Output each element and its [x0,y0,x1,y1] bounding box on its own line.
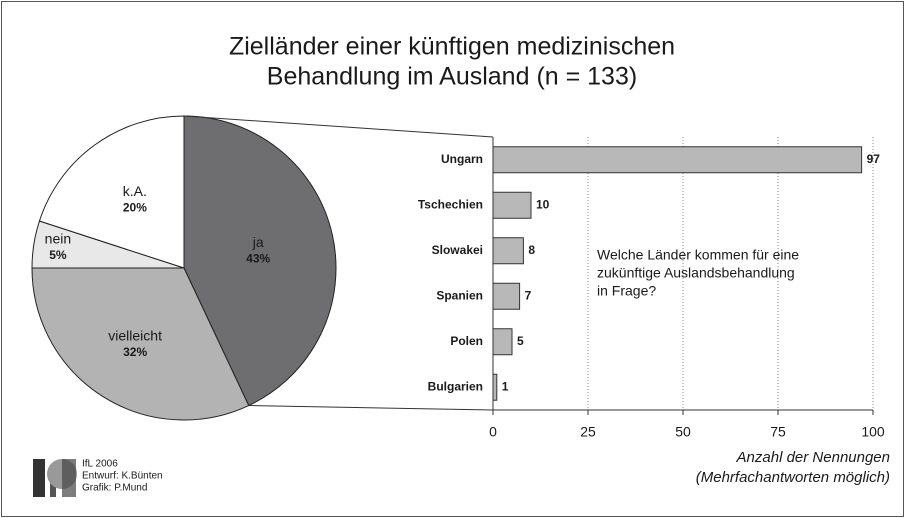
value-label: 97 [867,152,881,166]
x-tick-label: 50 [675,424,691,440]
credit: Entwurf: K.Bünten [82,471,163,482]
value-label: 7 [525,288,532,302]
annotation: Welche Länder kommen für eine [597,247,799,263]
bar [492,373,498,401]
pie-slice [31,267,250,421]
slice-label: ja [252,234,264,250]
credit: Grafik: P.Mund [82,483,147,494]
bar [492,328,513,356]
chart-title: Zielländer einer künftigen medizinischen [229,33,675,61]
x-axis-label: (Mehrfachantworten möglich) [696,469,890,486]
logo [33,459,77,497]
bar [492,237,524,265]
bar [492,191,532,219]
x-tick-label: 75 [770,424,786,440]
slice-value: 5% [49,248,67,262]
connector [183,115,494,138]
y-tick-label: Slowakei [432,243,483,257]
pie-slice [183,115,337,407]
slice-label: k.A. [123,183,147,199]
value-label: 10 [536,197,550,211]
slice-label: vielleicht [108,328,162,344]
y-tick-label: Spanien [436,288,483,302]
bar [492,146,863,174]
value-label: 5 [517,334,524,348]
pie-slice [38,115,185,269]
slice-value: 32% [123,345,147,359]
y-tick-label: Bulgarien [428,379,483,393]
x-tick-label: 0 [489,424,497,440]
x-axis-label: Anzahl der Nennungen [736,449,890,466]
annotation: zukünftige Auslandsbehandlung [597,265,795,281]
annotation: in Frage? [597,283,656,299]
x-tick-label: 100 [861,424,885,440]
bar [492,282,521,310]
value-label: 1 [502,379,509,393]
x-tick-label: 25 [580,424,596,440]
y-tick-label: Ungarn [441,152,483,166]
y-tick-label: Tschechien [418,197,483,211]
connector [248,405,494,411]
slice-value: 20% [123,201,147,215]
y-tick-label: Polen [450,334,483,348]
value-label: 8 [528,243,535,257]
slice-label: nein [45,231,71,247]
slice-value: 43% [246,252,270,266]
credit: IfL 2006 [82,459,118,470]
chart-title: Behandlung im Ausland (n = 133) [267,63,637,91]
